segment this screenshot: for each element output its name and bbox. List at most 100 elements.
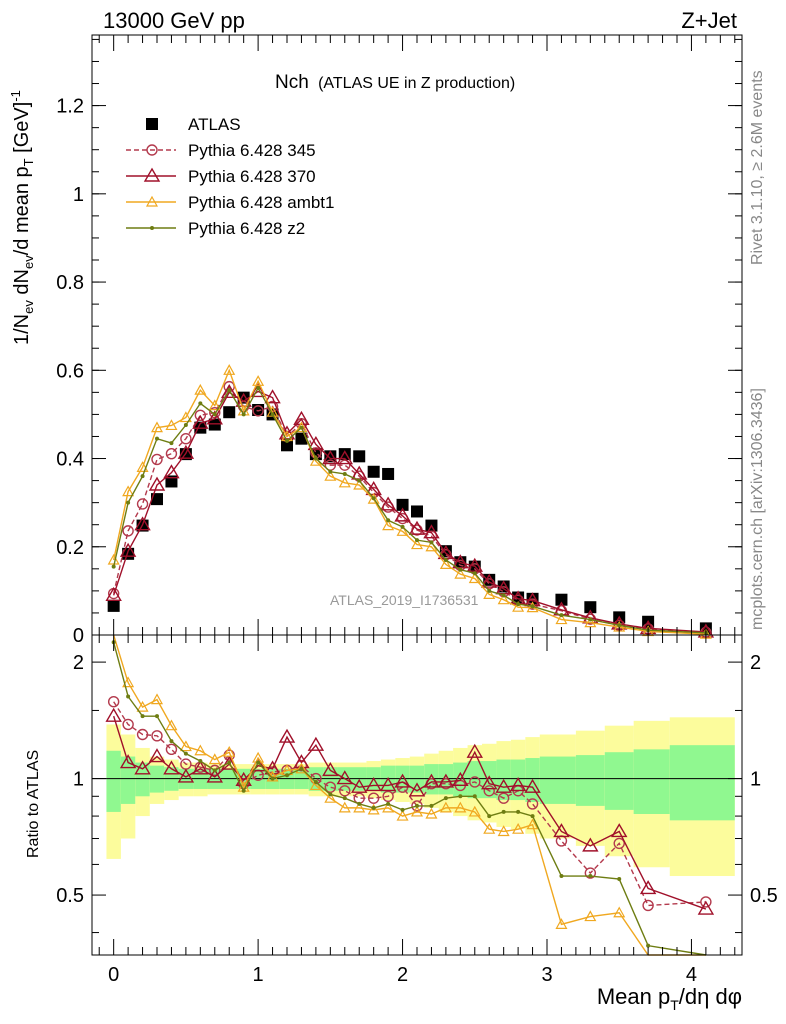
data-point-data [151, 493, 163, 506]
data-point-z2 [429, 540, 434, 545]
legend: ATLAS Pythia 6.428 345 Pythia 6.428 370 Pyt… [126, 115, 334, 238]
main-y-tick-label: 0.6 [56, 360, 84, 382]
legend-label-data: ATLAS [188, 115, 241, 134]
x-tick-label: 1 [253, 964, 264, 986]
data-point-ambt1 [613, 906, 626, 918]
data-point-ambt1 [338, 801, 351, 813]
data-point-ambt1 [194, 744, 207, 756]
data-point-p345 [165, 743, 178, 756]
data-point-p345 [136, 728, 149, 741]
data-point-ambt1 [425, 807, 438, 819]
data-point-p370 [264, 389, 281, 404]
data-point-p370 [307, 736, 325, 751]
main-y-tick-label: 0.2 [56, 537, 84, 559]
uncertainty-band-inner [669, 745, 735, 821]
data-point-ambt1 [454, 801, 467, 813]
uncertainty-band-inner [395, 765, 410, 793]
data-point-p370 [336, 770, 353, 785]
data-point-p370 [206, 768, 223, 783]
data-point-p370 [278, 425, 296, 440]
data-point-p370 [221, 383, 238, 399]
data-point-p345 [642, 899, 654, 912]
data-point-p370 [322, 761, 339, 777]
data-point-p370 [365, 777, 382, 792]
uncertainty-band-inner [106, 750, 121, 812]
data-point-p370 [423, 524, 440, 539]
main-y-axis-label: 1/Nev dNev/d mean pT [GeV]-1 [8, 90, 36, 345]
data-point-ambt1 [122, 676, 135, 688]
data-point-ambt1 [179, 740, 192, 752]
data-point-z2 [472, 794, 477, 799]
data-point-p370 [452, 771, 469, 786]
data-point-z2 [183, 423, 188, 427]
data-point-ambt1 [165, 719, 178, 731]
data-point-ambt1 [584, 616, 597, 628]
main-y-tick-label: 0.8 [56, 272, 84, 294]
legend-marker-ambt1 [145, 195, 159, 207]
series-line-ambt1 [112, 368, 706, 635]
data-point-ambt1 [122, 485, 135, 497]
data-point-z2 [516, 809, 521, 814]
data-point-z2 [155, 436, 159, 441]
data-point-p370 [264, 760, 281, 775]
data-point-p370 [293, 410, 310, 425]
data-point-z2 [371, 496, 376, 501]
data-point-p370 [105, 707, 122, 722]
data-point-z2 [285, 438, 289, 443]
rivet-version-label: Rivet 3.1.10, ≥ 2.6M events [749, 70, 766, 265]
data-point-p370 [163, 760, 180, 775]
mcplots-label: mcplots.cern.ch [arXiv:1306.3436] [749, 388, 766, 630]
data-point-ambt1 [439, 558, 452, 570]
data-point-z2 [155, 714, 159, 719]
uncertainty-band-inner [604, 752, 634, 810]
data-point-ambt1 [555, 918, 568, 929]
data-point-p345 [209, 764, 221, 777]
data-point-data [208, 418, 221, 431]
data-point-z2 [328, 792, 333, 797]
plot-title: Nch [275, 72, 309, 93]
data-point-p345 [151, 453, 163, 466]
data-point-ambt1 [512, 822, 525, 834]
data-point-z2 [371, 805, 376, 810]
data-point-ambt1 [150, 421, 164, 433]
data-point-data [555, 593, 568, 606]
ratio-y-tick-label-right: 0.5 [750, 885, 778, 907]
data-point-p370 [408, 520, 426, 535]
data-point-data [107, 599, 120, 612]
data-point-ambt1 [584, 910, 597, 922]
data-point-data [324, 450, 337, 463]
ratio-y-tick-label-right: 2 [750, 652, 761, 674]
data-point-ambt1 [468, 572, 481, 584]
uncertainty-band-inner [149, 765, 165, 793]
data-point-z2 [617, 623, 622, 628]
data-point-p370 [697, 900, 715, 915]
process-label: Z+Jet [681, 8, 737, 33]
data-point-ambt1 [367, 803, 380, 815]
data-point-ambt1 [353, 801, 366, 813]
data-point-z2 [198, 401, 203, 406]
data-point-p370 [524, 778, 541, 793]
data-point-p370 [249, 383, 267, 398]
data-point-z2 [313, 456, 318, 461]
data-point-z2 [458, 794, 463, 799]
data-point-p345 [382, 790, 394, 802]
data-point-p370 [206, 410, 223, 425]
data-point-ambt1 [439, 801, 452, 813]
data-point-p345 [339, 459, 351, 471]
data-point-ambt1 [338, 476, 351, 488]
data-point-ambt1 [208, 399, 221, 411]
data-point-p370 [639, 880, 657, 895]
data-point-p370 [307, 436, 325, 451]
data-point-p370 [336, 450, 353, 465]
data-point-p345 [339, 785, 351, 797]
data-point-p370 [481, 573, 498, 588]
data-point-data [584, 601, 597, 614]
data-point-z2 [183, 751, 188, 756]
data-point-p370 [351, 778, 368, 793]
data-point-z2 [415, 538, 419, 543]
data-point-p345 [469, 776, 481, 788]
data-point-p345 [483, 785, 495, 797]
ratio-panel: 0.5 0.5 1 1 2 2 0 1 2 3 4 Ratio to ATLAS Mean pT/… [25, 634, 778, 1013]
data-point-z2 [169, 739, 174, 744]
ratio-y-tick-label: 1 [73, 769, 84, 791]
